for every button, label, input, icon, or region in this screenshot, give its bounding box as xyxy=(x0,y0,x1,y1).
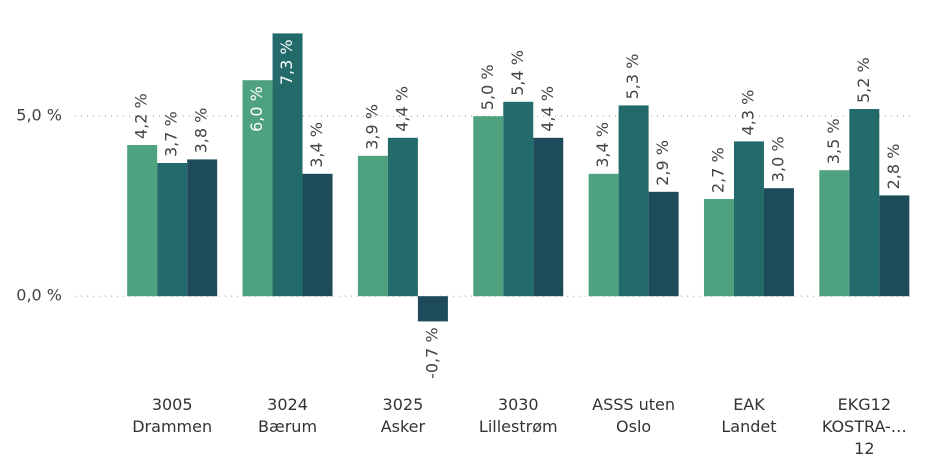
data-label: 4,4 % xyxy=(392,86,411,132)
y-tick-label: 0,0 % xyxy=(16,286,62,305)
data-label: 3,4 % xyxy=(307,122,326,168)
data-label: 4,3 % xyxy=(738,90,757,136)
x-tick-label: EKG12 KOSTRA-… 12 xyxy=(822,395,907,458)
data-label: 5,0 % xyxy=(478,64,497,110)
data-label: 3,8 % xyxy=(192,108,211,154)
bar xyxy=(618,105,649,297)
data-label: 2,9 % xyxy=(653,140,672,186)
bar xyxy=(733,141,764,297)
bar xyxy=(302,173,333,297)
data-label: 4,4 % xyxy=(538,86,557,132)
bar xyxy=(588,173,619,297)
bar xyxy=(819,170,850,297)
bar xyxy=(417,296,448,322)
bar xyxy=(242,80,273,297)
x-tick-label: EAK Landet xyxy=(721,395,776,436)
bar xyxy=(473,116,504,297)
bar xyxy=(272,33,303,297)
data-label: 3,0 % xyxy=(768,136,787,182)
data-label: 2,7 % xyxy=(708,147,727,193)
data-label: 3,4 % xyxy=(593,122,612,168)
data-label: 5,3 % xyxy=(623,54,642,100)
data-label: 2,8 % xyxy=(884,144,903,190)
x-tick-label: 3024 Bærum xyxy=(258,395,317,436)
data-label: -0,7 % xyxy=(422,327,441,379)
data-label: 5,4 % xyxy=(508,50,527,96)
y-tick-label: 5,0 % xyxy=(16,106,62,125)
bar xyxy=(648,191,679,297)
bar xyxy=(703,199,734,297)
x-tick-label: 3030 Lillestrøm xyxy=(479,395,558,436)
data-label: 4,2 % xyxy=(132,93,151,139)
bar xyxy=(127,145,158,297)
x-tick-label: 3005 Drammen xyxy=(132,395,212,436)
x-tick-label: ASSS uten Oslo xyxy=(592,395,675,436)
bar xyxy=(849,109,880,297)
bar xyxy=(357,155,388,297)
data-label: 6,0 % xyxy=(247,86,266,132)
x-tick-label: 3025 Asker xyxy=(381,395,426,436)
data-label: 3,7 % xyxy=(162,111,181,157)
bar xyxy=(157,163,188,297)
data-label: 3,9 % xyxy=(362,104,381,150)
bar xyxy=(187,159,218,297)
bar xyxy=(879,195,910,297)
bar xyxy=(503,101,534,297)
data-label: 3,5 % xyxy=(824,118,843,164)
data-label: 5,2 % xyxy=(854,57,873,103)
bar xyxy=(387,137,418,297)
bar xyxy=(763,188,794,297)
bar xyxy=(533,137,564,297)
data-label: 7,3 % xyxy=(277,39,296,85)
